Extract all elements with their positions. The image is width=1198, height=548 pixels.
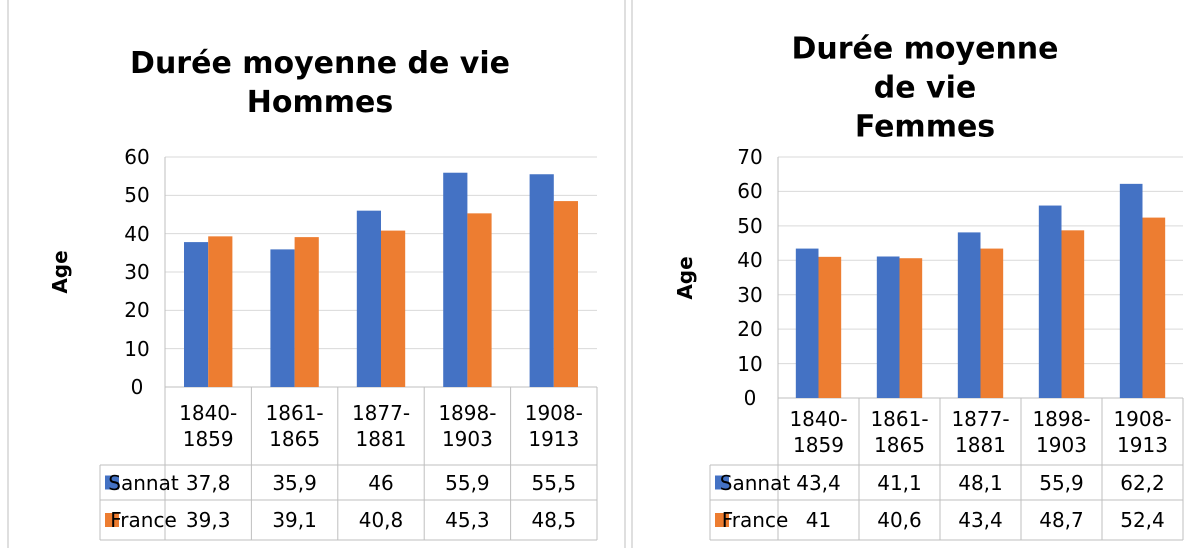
- table-value: 48,1: [958, 470, 1003, 495]
- bar: [208, 236, 233, 387]
- y-tick-label: 40: [737, 248, 763, 273]
- table-value: 55,5: [531, 470, 577, 495]
- bar: [1038, 205, 1062, 398]
- bar: [980, 248, 1004, 398]
- y-tick-label: 0: [130, 375, 144, 399]
- bar: [553, 201, 578, 387]
- bar: [270, 249, 295, 387]
- table-value: 41,1: [877, 470, 922, 495]
- table-value: 55,9: [445, 470, 490, 495]
- y-tick-label: 30: [124, 260, 150, 284]
- x-tick-label: 1840- 1859: [179, 401, 238, 451]
- x-tick-label: 1877- 1881: [951, 406, 1010, 457]
- bar: [795, 248, 819, 398]
- legend-label: France: [110, 508, 177, 532]
- table-value: 48,5: [531, 508, 577, 532]
- bar: [529, 174, 554, 387]
- bar: [899, 258, 923, 398]
- y-axis-label: Age: [48, 250, 72, 294]
- bar: [1142, 217, 1166, 398]
- table-value: 52,4: [1120, 508, 1165, 532]
- bar: [818, 256, 842, 398]
- table-value: 45,3: [445, 508, 490, 532]
- y-tick-label: 0: [743, 386, 757, 410]
- y-tick-label: 10: [737, 351, 763, 376]
- bar: [957, 232, 981, 398]
- y-tick-label: 60: [124, 145, 150, 169]
- x-tick-label: 1898- 1903: [1032, 406, 1091, 457]
- bar: [467, 213, 492, 387]
- x-tick-label: 1877- 1881: [351, 401, 411, 451]
- bar: [356, 210, 381, 387]
- chart-title: Durée moyenne de vie Femmes: [791, 31, 1059, 145]
- table-value: 41: [805, 508, 832, 532]
- x-tick-label: 1898- 1903: [438, 401, 497, 451]
- y-tick-label: 40: [124, 221, 150, 246]
- y-tick-label: 30: [737, 282, 763, 307]
- table-value: 40,6: [877, 508, 922, 532]
- chart-title: Durée moyenne de vie Hommes: [130, 46, 510, 120]
- bar: [876, 256, 900, 398]
- y-tick-label: 20: [737, 317, 763, 342]
- table-value: 55,9: [1039, 470, 1084, 495]
- table-value: 37,8: [185, 470, 231, 495]
- table-value: 62,2: [1120, 470, 1165, 495]
- bar: [294, 237, 319, 387]
- legend-label: Sannat: [108, 470, 179, 495]
- legend-swatch: [105, 513, 119, 527]
- y-tick-label: 20: [124, 298, 150, 323]
- x-tick-label: 1908- 1913: [524, 401, 583, 451]
- bar: [1119, 183, 1143, 398]
- y-tick-label: 50: [737, 213, 763, 238]
- x-tick-label: 1840- 1859: [789, 406, 848, 457]
- legend-swatch: [715, 475, 729, 490]
- bar: [381, 230, 406, 387]
- table-value: 35,9: [272, 470, 317, 495]
- legend-label: France: [721, 508, 789, 532]
- x-tick-label: 1861- 1865: [870, 406, 929, 457]
- table-value: 39,3: [185, 508, 231, 532]
- y-tick-label: 70: [737, 145, 763, 169]
- x-tick-label: 1861- 1865: [265, 401, 324, 451]
- table-value: 48,7: [1039, 508, 1084, 532]
- y-tick-label: 50: [124, 183, 150, 208]
- bar: [1061, 230, 1085, 398]
- legend-swatch: [715, 513, 729, 527]
- bar: [184, 242, 209, 387]
- legend-label: Sannat: [719, 470, 791, 495]
- y-tick-label: 10: [124, 336, 150, 361]
- bar: [443, 172, 468, 387]
- table-value: 43,4: [796, 470, 841, 495]
- table-value: 43,4: [958, 508, 1003, 532]
- x-tick-label: 1908- 1913: [1113, 406, 1172, 457]
- y-axis-label: Age: [673, 255, 697, 300]
- legend-swatch: [105, 475, 119, 490]
- y-tick-label: 60: [737, 179, 763, 204]
- table-value: 40,8: [358, 508, 404, 532]
- table-value: 46: [368, 470, 394, 495]
- table-value: 39,1: [272, 508, 317, 532]
